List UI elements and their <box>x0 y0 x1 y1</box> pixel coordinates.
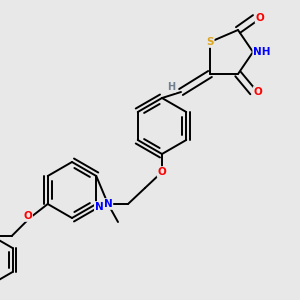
Text: O: O <box>158 167 166 177</box>
Text: N: N <box>95 202 103 212</box>
Text: O: O <box>254 87 262 97</box>
Text: H: H <box>167 82 175 92</box>
Text: S: S <box>206 37 214 47</box>
Text: O: O <box>256 13 264 23</box>
Text: N: N <box>103 199 112 209</box>
Text: O: O <box>23 211 32 221</box>
Text: NH: NH <box>253 47 271 57</box>
